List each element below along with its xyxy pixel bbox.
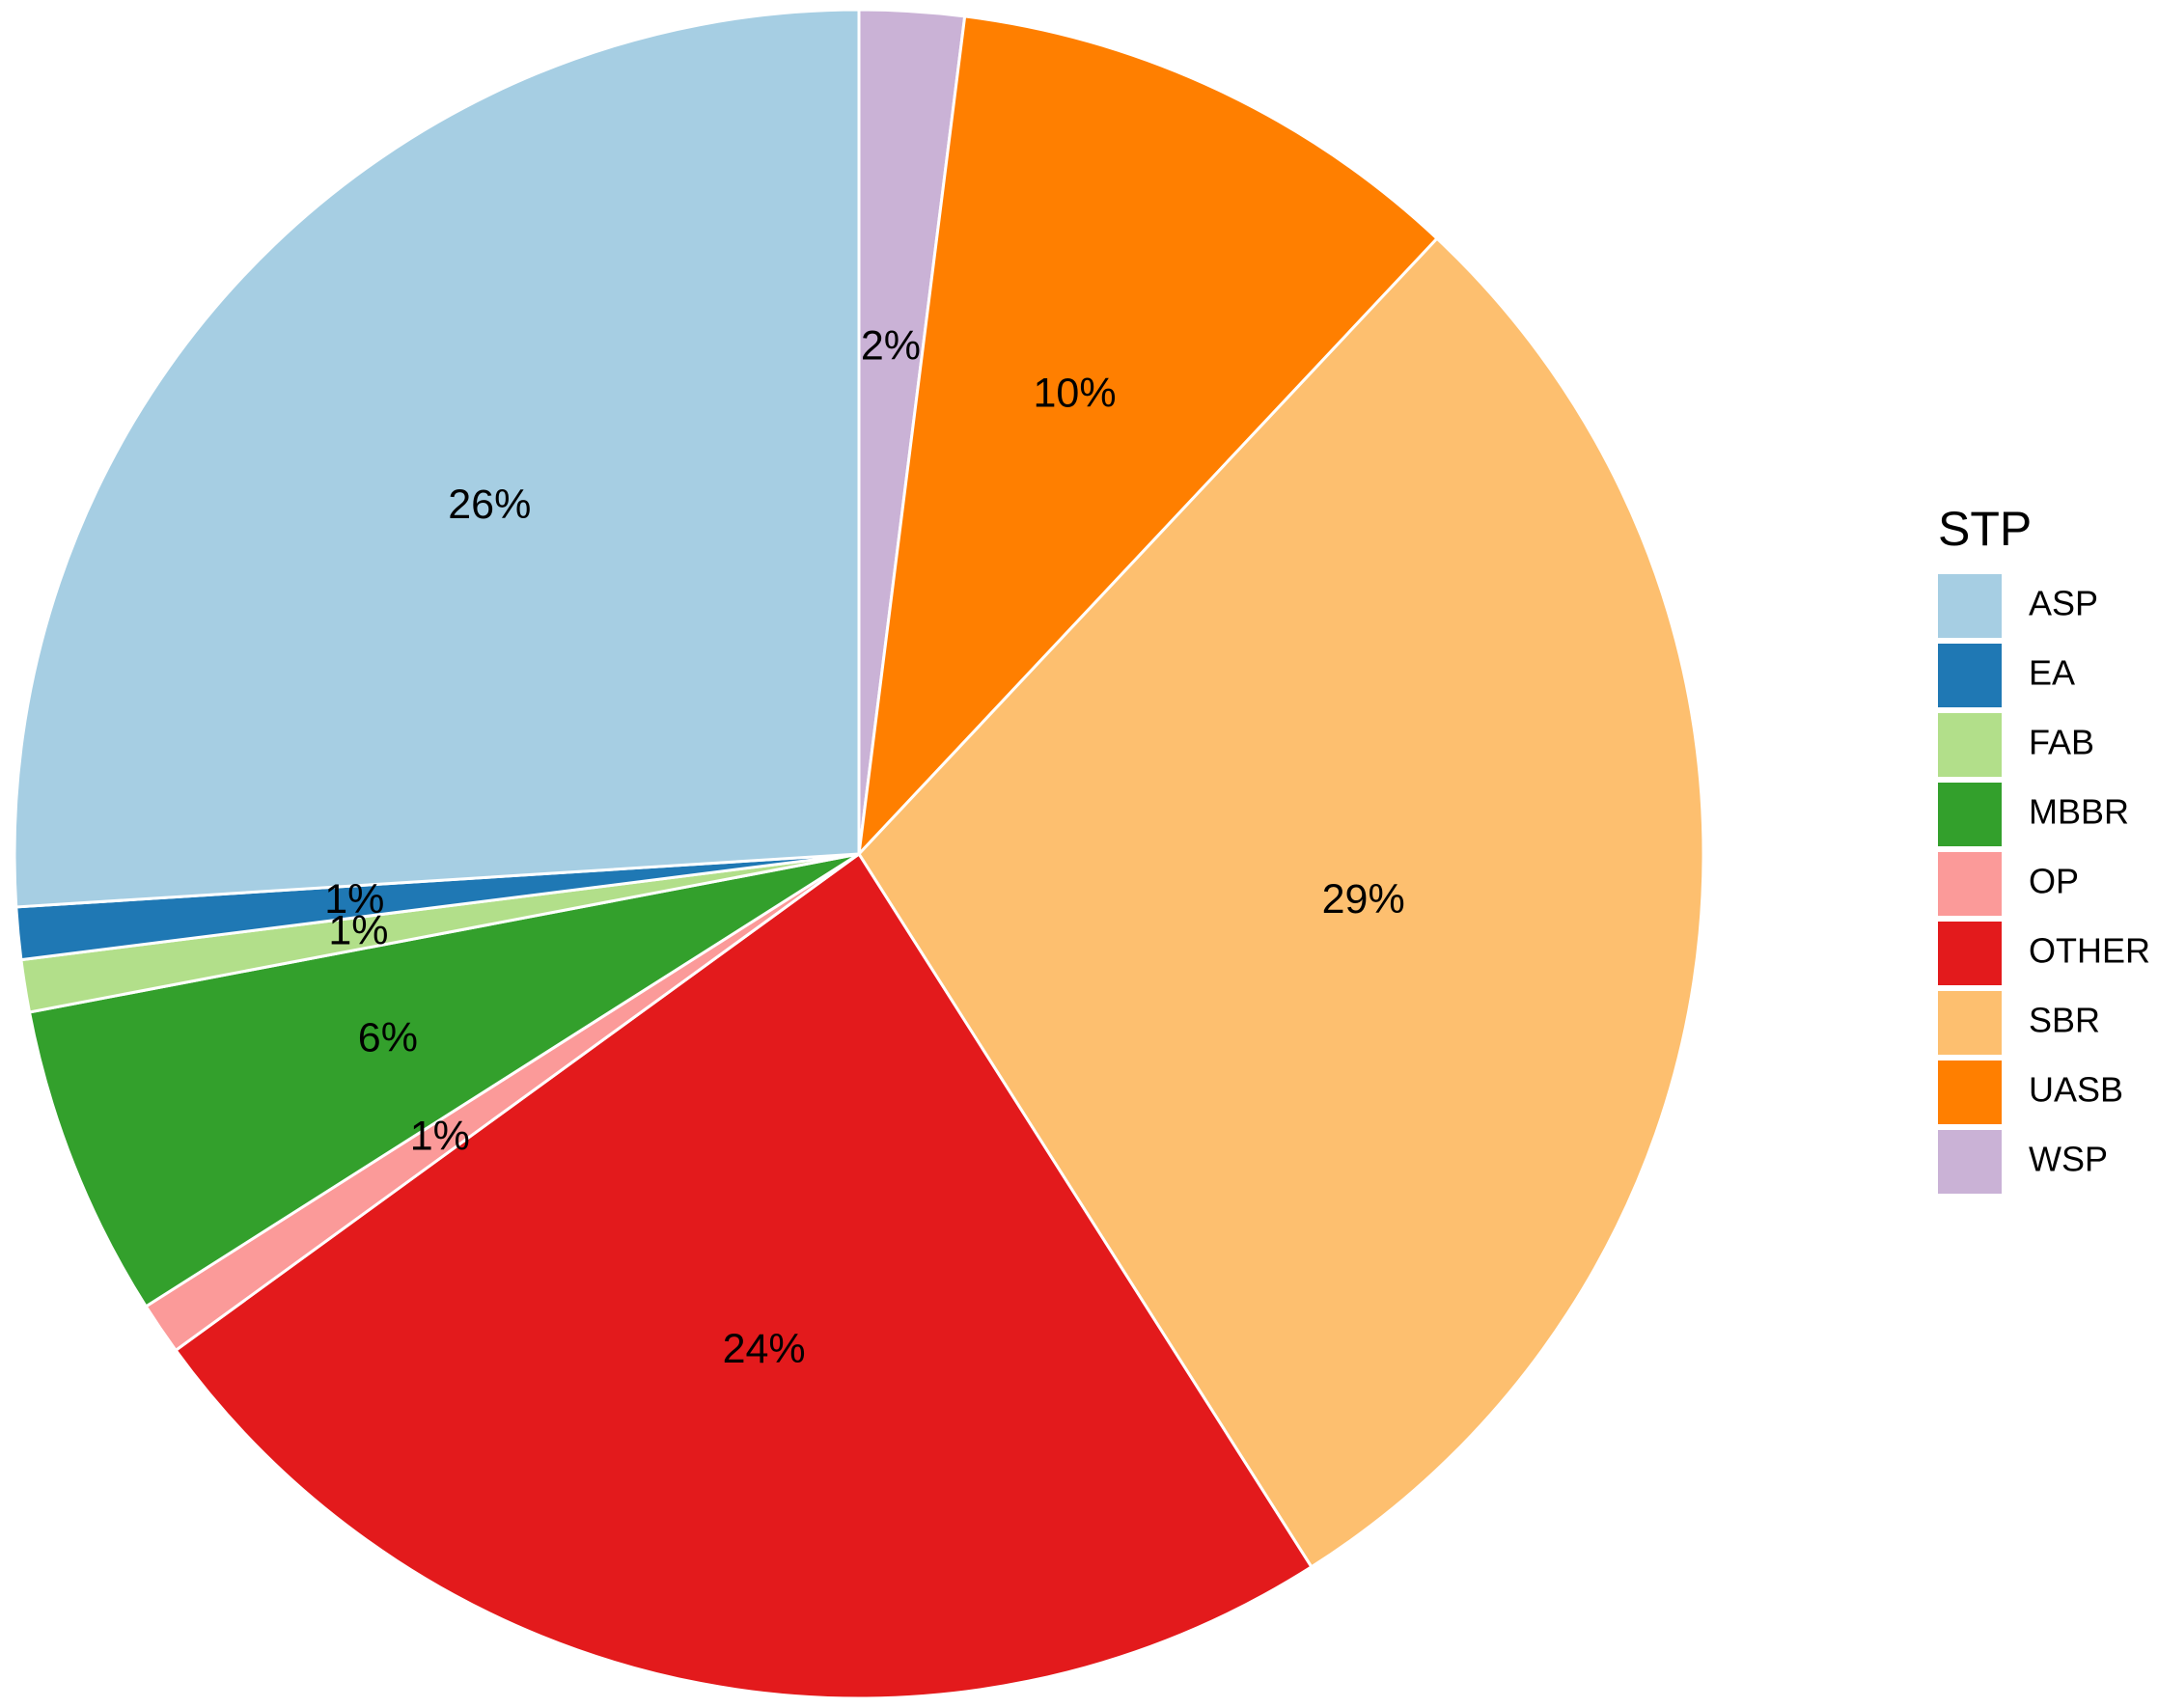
slice-label-sbr: 29%: [1322, 876, 1405, 923]
legend-key-op: [1938, 852, 2002, 916]
slice-label-ea: 1%: [324, 876, 384, 923]
legend-key-ea: [1938, 644, 2002, 707]
legend-items: ASP EA FAB MBBR OP OTHER SBR UASB WSP: [1938, 574, 2150, 1194]
pie-slice-mbbr: [27, 852, 860, 1309]
legend-label-mbbr: MBBR: [2029, 792, 2129, 832]
slice-label-fab: 1%: [328, 907, 388, 953]
pie-slices: [13, 8, 1705, 1700]
slice-label-asp: 26%: [448, 482, 531, 528]
legend-label-sbr: SBR: [2029, 1001, 2100, 1040]
legend-label-ea: EA: [2029, 653, 2075, 693]
slice-label-mbbr: 6%: [358, 1015, 418, 1061]
slice-label-wsp: 2%: [861, 322, 921, 369]
pie-slice-asp: [13, 8, 861, 909]
legend-key-fab: [1938, 713, 2002, 777]
legend-key-mbbr: [1938, 783, 2002, 846]
pie-slice-other: [174, 851, 1314, 1700]
slice-label-other: 24%: [723, 1326, 806, 1372]
legend-key-other: [1938, 922, 2002, 985]
legend-key-wsp: [1938, 1130, 2002, 1194]
legend-label-asp: ASP: [2029, 584, 2098, 623]
pie-slice-uasb: [856, 14, 1440, 859]
legend-key-asp: [1938, 574, 2002, 638]
legend-label-wsp: WSP: [2029, 1140, 2108, 1179]
pie-slice-labels: 2%10%29%24%1%6%1%1%26%: [324, 322, 1404, 1372]
slice-label-uasb: 10%: [1033, 370, 1116, 416]
legend-key-uasb: [1938, 1061, 2002, 1124]
legend-key-sbr: [1938, 991, 2002, 1055]
legend-label-other: OTHER: [2029, 931, 2150, 971]
legend-title: STP: [1938, 502, 2032, 556]
legend: STP ASP EA FAB MBBR OP OTHER SBR UASB WSP: [1938, 502, 2150, 1194]
pie-slice-sbr: [857, 236, 1705, 1569]
legend-label-uasb: UASB: [2029, 1070, 2123, 1110]
slice-label-op: 1%: [410, 1113, 470, 1159]
legend-label-op: OP: [2029, 862, 2079, 901]
legend-label-fab: FAB: [2029, 723, 2094, 762]
